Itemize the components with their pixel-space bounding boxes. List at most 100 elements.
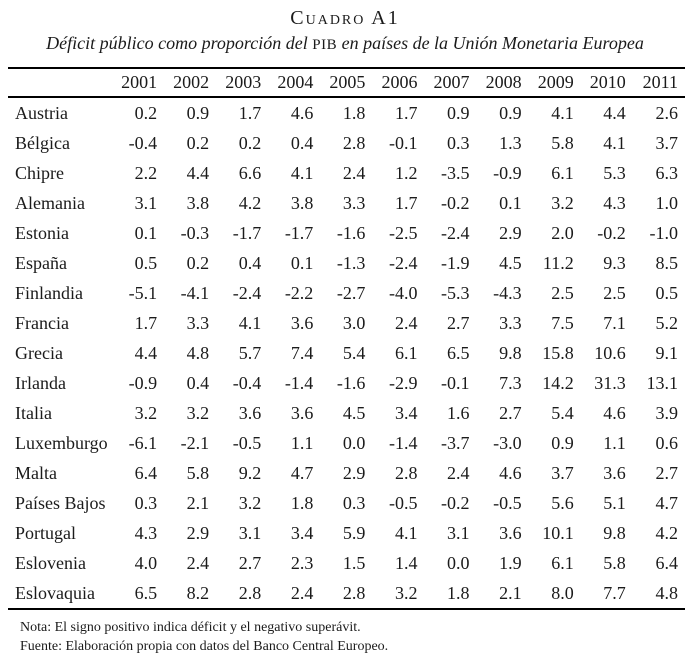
value-cell: 4.5 — [320, 398, 372, 428]
value-cell: 4.3 — [581, 188, 633, 218]
year-header: 2009 — [529, 68, 581, 97]
value-cell: 4.0 — [112, 548, 164, 578]
value-cell: 6.4 — [633, 548, 685, 578]
value-cell: -0.5 — [477, 488, 529, 518]
value-cell: -2.9 — [372, 368, 424, 398]
country-label: Alemania — [8, 188, 112, 218]
value-cell: 4.6 — [581, 398, 633, 428]
country-label: Irlanda — [8, 368, 112, 398]
year-header: 2005 — [320, 68, 372, 97]
value-cell: -1.9 — [424, 248, 476, 278]
value-cell: 1.8 — [268, 488, 320, 518]
value-cell: 7.4 — [268, 338, 320, 368]
value-cell: 2.4 — [372, 308, 424, 338]
value-cell: 0.9 — [164, 97, 216, 128]
value-cell: 5.4 — [529, 398, 581, 428]
value-cell: 9.8 — [477, 338, 529, 368]
value-cell: -1.6 — [320, 368, 372, 398]
value-cell: 1.8 — [320, 97, 372, 128]
value-cell: 4.8 — [633, 578, 685, 609]
source-line: Fuente: Elaboración propia con datos del… — [20, 638, 690, 656]
country-label: Malta — [8, 458, 112, 488]
value-cell: 0.0 — [320, 428, 372, 458]
value-cell: 3.3 — [477, 308, 529, 338]
value-cell: -5.1 — [112, 278, 164, 308]
value-cell: -0.1 — [372, 128, 424, 158]
value-cell: -4.0 — [372, 278, 424, 308]
value-cell: 3.2 — [529, 188, 581, 218]
value-cell: 1.1 — [581, 428, 633, 458]
table-subtitle: Déficit público como proporción del PIB … — [0, 31, 690, 57]
value-cell: 2.4 — [320, 158, 372, 188]
value-cell: 2.8 — [372, 458, 424, 488]
year-header: 2004 — [268, 68, 320, 97]
value-cell: 2.8 — [320, 578, 372, 609]
value-cell: 5.8 — [529, 128, 581, 158]
value-cell: 5.6 — [529, 488, 581, 518]
country-label: Chipre — [8, 158, 112, 188]
value-cell: 11.2 — [529, 248, 581, 278]
value-cell: -1.4 — [372, 428, 424, 458]
value-cell: -0.5 — [216, 428, 268, 458]
value-cell: 3.3 — [320, 188, 372, 218]
year-header: 2006 — [372, 68, 424, 97]
table-title: Cuadro A1 — [0, 7, 690, 29]
value-cell: 6.5 — [424, 338, 476, 368]
country-label: Grecia — [8, 338, 112, 368]
value-cell: 6.1 — [529, 158, 581, 188]
country-label: Estonia — [8, 218, 112, 248]
value-cell: -0.2 — [424, 188, 476, 218]
value-cell: 3.2 — [112, 398, 164, 428]
value-cell: 0.4 — [268, 128, 320, 158]
value-cell: 1.5 — [320, 548, 372, 578]
value-cell: -5.3 — [424, 278, 476, 308]
value-cell: 4.3 — [112, 518, 164, 548]
value-cell: 2.7 — [633, 458, 685, 488]
year-header: 2002 — [164, 68, 216, 97]
value-cell: 7.3 — [477, 368, 529, 398]
value-cell: -1.7 — [216, 218, 268, 248]
value-cell: 15.8 — [529, 338, 581, 368]
value-cell: 6.4 — [112, 458, 164, 488]
value-cell: 6.5 — [112, 578, 164, 609]
value-cell: 3.6 — [268, 398, 320, 428]
value-cell: 5.7 — [216, 338, 268, 368]
value-cell: 0.9 — [477, 97, 529, 128]
value-cell: 0.9 — [424, 97, 476, 128]
value-cell: -0.2 — [581, 218, 633, 248]
value-cell: -3.7 — [424, 428, 476, 458]
value-cell: 2.4 — [268, 578, 320, 609]
value-cell: 1.7 — [112, 308, 164, 338]
value-cell: 1.0 — [633, 188, 685, 218]
value-cell: 0.4 — [164, 368, 216, 398]
value-cell: 14.2 — [529, 368, 581, 398]
value-cell: 3.2 — [164, 398, 216, 428]
value-cell: -1.6 — [320, 218, 372, 248]
value-cell: 0.1 — [477, 188, 529, 218]
value-cell: 3.3 — [164, 308, 216, 338]
value-cell: 2.0 — [529, 218, 581, 248]
value-cell: 4.2 — [633, 518, 685, 548]
value-cell: -4.3 — [477, 278, 529, 308]
value-cell: 6.1 — [372, 338, 424, 368]
value-cell: 3.1 — [424, 518, 476, 548]
value-cell: -1.0 — [633, 218, 685, 248]
value-cell: 2.6 — [633, 97, 685, 128]
value-cell: 3.9 — [633, 398, 685, 428]
value-cell: 9.1 — [633, 338, 685, 368]
